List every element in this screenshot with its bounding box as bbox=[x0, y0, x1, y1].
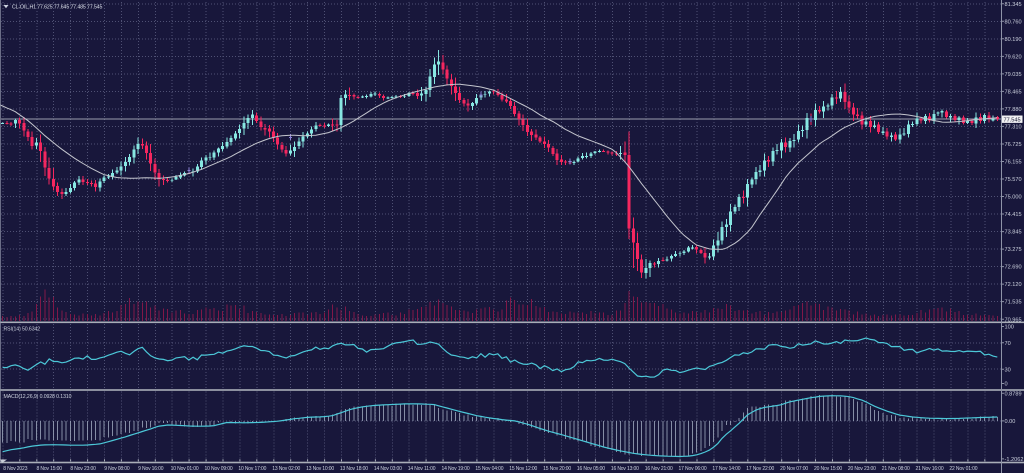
svg-text:MACD(12,26,9) 0.0928 0.1310: MACD(12,26,9) 0.0928 0.1310 bbox=[4, 394, 72, 400]
svg-text:75.570: 75.570 bbox=[1005, 177, 1022, 183]
svg-text:20 Nov 23:00: 20 Nov 23:00 bbox=[848, 466, 876, 472]
svg-text:RSI(14) 50.6342: RSI(14) 50.6342 bbox=[4, 326, 41, 332]
svg-text:-1.2062: -1.2062 bbox=[1005, 457, 1024, 463]
svg-text:0.00: 0.00 bbox=[1005, 419, 1016, 425]
svg-text:78.465: 78.465 bbox=[1005, 90, 1022, 96]
svg-text:8 Nov 2023: 8 Nov 2023 bbox=[3, 466, 27, 472]
svg-text:74.415: 74.415 bbox=[1005, 212, 1022, 218]
svg-text:76.725: 76.725 bbox=[1005, 142, 1022, 148]
svg-text:15 Nov 12:00: 15 Nov 12:00 bbox=[509, 466, 537, 472]
svg-text:22 Nov 01:00: 22 Nov 01:00 bbox=[949, 466, 977, 472]
svg-text:0: 0 bbox=[1005, 382, 1008, 388]
svg-text:13 Nov 10:00: 13 Nov 10:00 bbox=[306, 466, 334, 472]
svg-text:0.8789: 0.8789 bbox=[1005, 391, 1022, 397]
svg-text:17 Nov 14:00: 17 Nov 14:00 bbox=[712, 466, 740, 472]
svg-text:10 Nov 17:00: 10 Nov 17:00 bbox=[238, 466, 266, 472]
svg-text:80.760: 80.760 bbox=[1005, 19, 1022, 25]
svg-text:79.620: 79.620 bbox=[1005, 55, 1022, 61]
svg-text:70: 70 bbox=[1005, 341, 1011, 347]
svg-text:8 Nov 23:00: 8 Nov 23:00 bbox=[70, 466, 96, 472]
svg-text:20 Nov 07:00: 20 Nov 07:00 bbox=[780, 466, 808, 472]
svg-text:75.000: 75.000 bbox=[1005, 195, 1022, 201]
svg-text:14 Nov 19:00: 14 Nov 19:00 bbox=[442, 466, 470, 472]
svg-text:16 Nov 13:00: 16 Nov 13:00 bbox=[611, 466, 639, 472]
svg-text:81.345: 81.345 bbox=[1005, 2, 1022, 8]
svg-text:17 Nov 22:00: 17 Nov 22:00 bbox=[746, 466, 774, 472]
svg-text:73.275: 73.275 bbox=[1005, 247, 1022, 253]
svg-text:14 Nov 03:00: 14 Nov 03:00 bbox=[374, 466, 402, 472]
svg-text:15 Nov 04:00: 15 Nov 04:00 bbox=[475, 466, 503, 472]
svg-text:8 Nov 15:00: 8 Nov 15:00 bbox=[37, 466, 63, 472]
svg-text:14 Nov 11:00: 14 Nov 11:00 bbox=[408, 466, 436, 472]
svg-text:16 Nov 05:00: 16 Nov 05:00 bbox=[577, 466, 605, 472]
svg-text:72.120: 72.120 bbox=[1005, 282, 1022, 288]
svg-text:10 Nov 01:00: 10 Nov 01:00 bbox=[171, 466, 199, 472]
svg-text:CL-OIL,H1 77.625 77.645 77.485: CL-OIL,H1 77.625 77.645 77.485 77.545 bbox=[12, 4, 103, 10]
svg-text:9 Nov 08:00: 9 Nov 08:00 bbox=[104, 466, 130, 472]
svg-text:77.545: 77.545 bbox=[1004, 118, 1021, 124]
svg-text:77.880: 77.880 bbox=[1005, 107, 1022, 113]
svg-text:79.035: 79.035 bbox=[1005, 72, 1022, 78]
svg-text:17 Nov 06:00: 17 Nov 06:00 bbox=[679, 466, 707, 472]
svg-text:70.965: 70.965 bbox=[1005, 317, 1022, 323]
svg-text:20 Nov 15:00: 20 Nov 15:00 bbox=[814, 466, 842, 472]
svg-text:15 Nov 20:00: 15 Nov 20:00 bbox=[543, 466, 571, 472]
svg-text:21 Nov 16:00: 21 Nov 16:00 bbox=[916, 466, 944, 472]
svg-text:13 Nov 18:00: 13 Nov 18:00 bbox=[340, 466, 368, 472]
svg-text:76.155: 76.155 bbox=[1005, 160, 1022, 166]
svg-text:100: 100 bbox=[1005, 325, 1014, 331]
svg-text:77.310: 77.310 bbox=[1005, 125, 1022, 131]
svg-text:80.190: 80.190 bbox=[1005, 37, 1022, 43]
svg-text:21 Nov 08:00: 21 Nov 08:00 bbox=[882, 466, 910, 472]
svg-text:16 Nov 21:00: 16 Nov 21:00 bbox=[645, 466, 673, 472]
svg-text:10 Nov 09:00: 10 Nov 09:00 bbox=[205, 466, 233, 472]
svg-text:71.535: 71.535 bbox=[1005, 300, 1022, 306]
svg-text:72.690: 72.690 bbox=[1005, 265, 1022, 271]
svg-text:73.845: 73.845 bbox=[1005, 230, 1022, 236]
svg-text:9 Nov 16:00: 9 Nov 16:00 bbox=[138, 466, 164, 472]
svg-text:30: 30 bbox=[1005, 367, 1011, 373]
svg-text:13 Nov 02:00: 13 Nov 02:00 bbox=[272, 466, 300, 472]
